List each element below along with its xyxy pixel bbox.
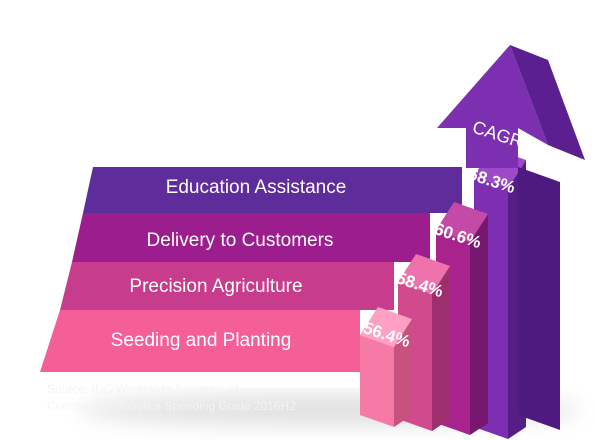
step-top-delivery-to-customers (436, 202, 488, 242)
step-top-precision-agriculture (398, 254, 450, 294)
step-side-seeding-and-planting (394, 319, 412, 427)
category-label-seeding-and-planting: Seeding and Planting (111, 330, 292, 351)
step-side-delivery-to-customers (470, 214, 488, 435)
band-education-assistance (83, 167, 462, 213)
step-side-precision-agriculture (432, 266, 450, 431)
band-delivery-to-customers (72, 213, 430, 262)
band-precision-agriculture (60, 262, 394, 310)
category-label-education-assistance: Education Assistance (166, 177, 347, 198)
source-line-2: Commercial Robotics Spending Guide 2016H… (47, 399, 296, 413)
cagr-arrow (437, 45, 585, 430)
arrow-head-side (510, 45, 585, 160)
source-line-1: Source: IDC Worldwide Semiannual (47, 382, 238, 396)
step-top-seeding-and-planting (360, 307, 412, 347)
arrow-shaft-side (518, 167, 560, 430)
band-seeding-and-planting (40, 310, 360, 372)
category-label-delivery-to-customers: Delivery to Customers (147, 230, 334, 251)
category-label-precision-agriculture: Precision Agriculture (129, 276, 302, 297)
arrow-head-front (437, 45, 548, 168)
step-front-seeding-and-planting (360, 335, 394, 427)
